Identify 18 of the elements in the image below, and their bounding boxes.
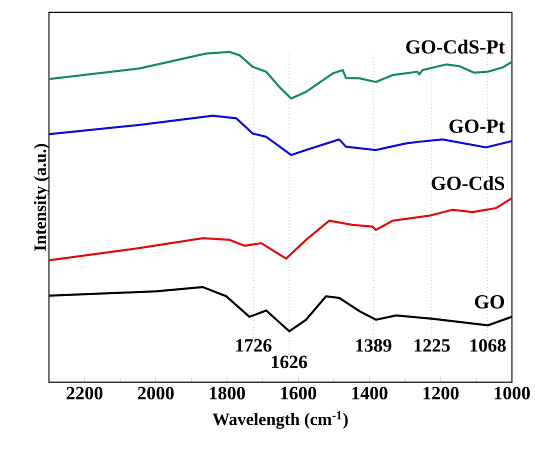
- x-tick-label: 1600: [281, 386, 316, 400]
- x-tick-label: 2000: [138, 386, 174, 400]
- ref-line-label: 1726: [236, 339, 272, 352]
- x-tick-label: 1200: [424, 386, 459, 400]
- series-label: GO-Pt: [449, 119, 505, 133]
- ref-line-label: 1626: [272, 356, 308, 368]
- series-label: GO-CdS: [432, 176, 504, 190]
- ref-line-label: 1225: [414, 339, 450, 352]
- x-tick-label: 1800: [210, 386, 245, 400]
- y-axis-title: Intensity (a.u.): [34, 144, 50, 251]
- series-label: GO-CdS-Pt: [406, 40, 505, 54]
- x-tick-label: 2200: [66, 386, 102, 400]
- x-tick-label: 1400: [352, 386, 388, 400]
- series-label: GO: [474, 295, 504, 309]
- ref-line-label: 1068: [470, 339, 506, 352]
- x-axis-title: Wavelength (cm$^{-1}$): [212, 411, 348, 429]
- ref-line-label: 1389: [356, 339, 392, 352]
- x-tick-label: 1000: [494, 386, 530, 400]
